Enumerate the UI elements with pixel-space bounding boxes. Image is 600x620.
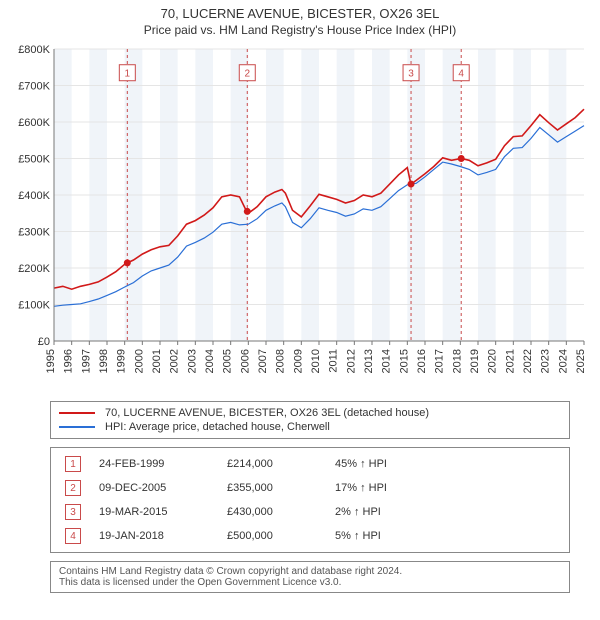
legend-swatch-1 (59, 412, 95, 414)
x-tick-label: 2025 (575, 349, 587, 373)
legend: 70, LUCERNE AVENUE, BICESTER, OX26 3EL (… (50, 401, 570, 439)
x-tick-label: 1998 (98, 349, 110, 373)
x-tick-label: 2008 (275, 349, 287, 373)
sale-delta: 5% ↑ HPI (335, 530, 381, 542)
x-tick-label: 2017 (434, 349, 446, 373)
x-tick-label: 2018 (451, 349, 463, 373)
y-tick-label: £400K (18, 190, 50, 202)
y-tick-label: £300K (18, 227, 50, 239)
x-tick-label: 2004 (204, 349, 216, 373)
x-tick-label: 2020 (487, 349, 499, 373)
sale-date: 24-FEB-1999 (99, 458, 209, 470)
sale-marker-label: 4 (458, 69, 464, 80)
sale-row: 3 19-MAR-2015 £430,000 2% ↑ HPI (51, 500, 569, 524)
x-tick-label: 2003 (186, 349, 198, 373)
x-tick-label: 2013 (363, 349, 375, 373)
attribution-footer: Contains HM Land Registry data © Crown c… (50, 561, 570, 593)
x-tick-label: 2021 (504, 349, 516, 373)
legend-label-1: 70, LUCERNE AVENUE, BICESTER, OX26 3EL (… (105, 407, 429, 419)
sale-price: £355,000 (227, 482, 317, 494)
x-tick-label: 2009 (292, 349, 304, 373)
x-tick-label: 2024 (557, 349, 569, 373)
x-tick-label: 2016 (416, 349, 428, 373)
sale-marker-box: 3 (65, 504, 81, 520)
sale-marker-label: 2 (244, 69, 250, 80)
x-tick-label: 2006 (239, 349, 251, 373)
chart-title-2: Price paid vs. HM Land Registry's House … (0, 23, 600, 37)
y-tick-label: £600K (18, 117, 50, 129)
x-tick-label: 2007 (257, 349, 269, 373)
legend-row-1: 70, LUCERNE AVENUE, BICESTER, OX26 3EL (… (59, 406, 561, 420)
sale-date: 19-MAR-2015 (99, 506, 209, 518)
sale-row: 1 24-FEB-1999 £214,000 45% ↑ HPI (51, 452, 569, 476)
x-tick-label: 2019 (469, 349, 481, 373)
chart-svg: £0 £100K £200K £300K £400K £500K £600K £700K £80… (10, 41, 590, 391)
x-tick-label: 1996 (63, 349, 75, 373)
x-tick-label: 2001 (151, 349, 163, 373)
y-tick-label: £200K (18, 263, 50, 275)
sales-table: 124-FEB-1999£214,00045% ↑ HPI209-DEC-200… (50, 447, 570, 553)
x-tick-label: 2011 (328, 349, 340, 373)
sale-marker-label: 3 (408, 69, 414, 80)
x-tick-label: 1995 (45, 349, 57, 373)
sale-marker-box: 4 (65, 528, 81, 544)
sale-marker-box: 1 (65, 456, 81, 472)
sale-price: £430,000 (227, 506, 317, 518)
legend-swatch-2 (59, 426, 95, 428)
legend-row-2: HPI: Average price, detached house, Cher… (59, 420, 561, 434)
sale-marker-label: 1 (125, 69, 131, 80)
x-tick-label: 1999 (116, 349, 128, 373)
x-tick-label: 2005 (222, 349, 234, 373)
x-tick-label: 2010 (310, 349, 322, 373)
x-tick-label: 2014 (381, 349, 393, 373)
footer-line-2: This data is licensed under the Open Gov… (59, 577, 561, 588)
x-tick-label: 2000 (133, 349, 145, 373)
x-tick-label: 2015 (398, 349, 410, 373)
sale-price: £214,000 (227, 458, 317, 470)
x-tick-label: 2022 (522, 349, 534, 373)
sale-delta: 45% ↑ HPI (335, 458, 387, 470)
y-tick-label: £0 (38, 336, 50, 348)
y-tick-label: £700K (18, 81, 50, 93)
sale-date: 09-DEC-2005 (99, 482, 209, 494)
y-tick-label: £500K (18, 154, 50, 166)
legend-label-2: HPI: Average price, detached house, Cher… (105, 421, 330, 433)
footer-line-1: Contains HM Land Registry data © Crown c… (59, 566, 561, 577)
sale-row: 2 09-DEC-2005 £355,000 17% ↑ HPI (51, 476, 569, 500)
x-tick-label: 2012 (345, 349, 357, 373)
sale-marker-box: 2 (65, 480, 81, 496)
sale-price: £500,000 (227, 530, 317, 542)
x-tick-label: 2023 (540, 349, 552, 373)
chart-title-1: 70, LUCERNE AVENUE, BICESTER, OX26 3EL (0, 6, 600, 21)
sale-row: 4 19-JAN-2018 £500,000 5% ↑ HPI (51, 524, 569, 548)
y-tick-label: £800K (18, 44, 50, 56)
sale-delta: 2% ↑ HPI (335, 506, 381, 518)
sale-delta: 17% ↑ HPI (335, 482, 387, 494)
x-tick-label: 1997 (80, 349, 92, 373)
y-tick-label: £100K (18, 300, 50, 312)
x-tick-label: 2002 (169, 349, 181, 373)
chart-area: £0 £100K £200K £300K £400K £500K £600K £700K £80… (10, 41, 590, 391)
sale-date: 19-JAN-2018 (99, 530, 209, 542)
